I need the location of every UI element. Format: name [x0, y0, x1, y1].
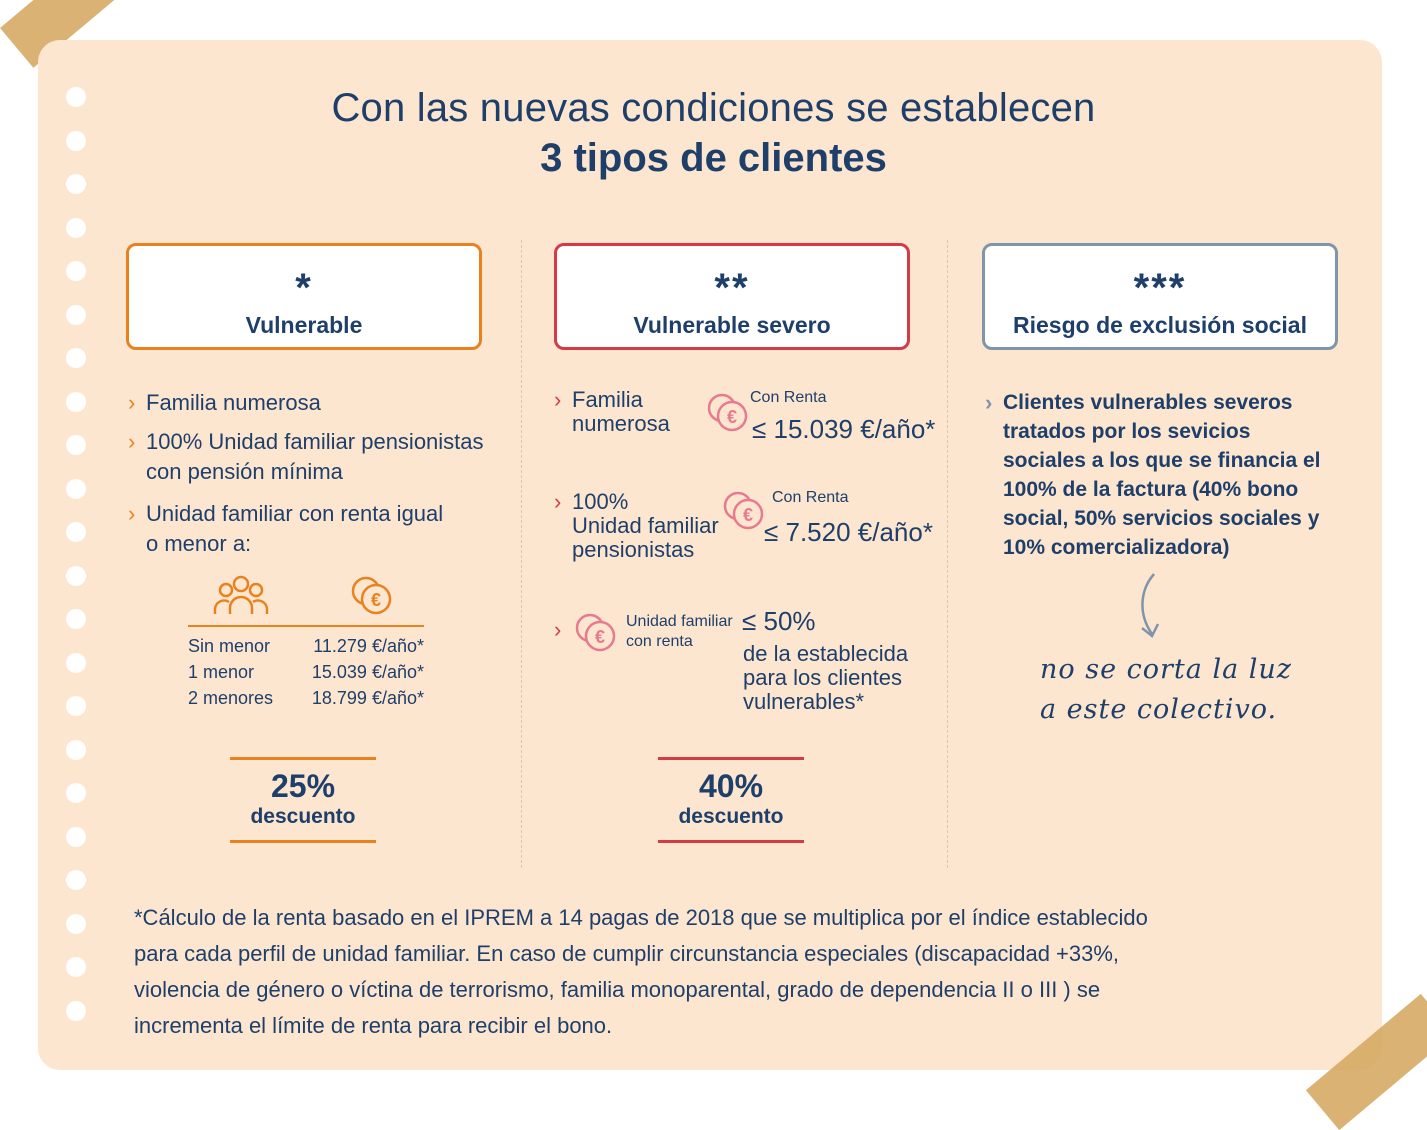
binder-hole: [66, 478, 86, 499]
euro-coins-icon: €: [723, 491, 764, 530]
column-divider: [521, 240, 522, 868]
handwritten-note: no se corta la luz a este colectivo.: [1040, 654, 1293, 725]
card-title: Riesgo de exclusión social: [1013, 312, 1307, 338]
svg-text:€: €: [371, 590, 381, 610]
chevron-right-icon: ›: [554, 387, 562, 412]
euro-coins-icon: €: [575, 613, 616, 652]
list-item: › Familia numerosa: [128, 388, 321, 418]
binder-hole: [66, 130, 86, 151]
list-item: › Unidad familiar con renta igual o meno…: [128, 501, 444, 556]
binder-hole: [66, 652, 86, 673]
euro-coins-icon: €: [351, 576, 392, 615]
chevron-right-icon: ›: [128, 501, 136, 526]
binder-hole: [66, 435, 86, 455]
binder-hole: [66, 739, 86, 760]
chevron-right-icon: ›: [554, 489, 562, 514]
binder-hole: [66, 348, 86, 368]
column-divider: [947, 240, 948, 868]
chevron-right-icon: ›: [128, 390, 136, 415]
binder-hole: [66, 174, 86, 194]
table-divider: [188, 625, 424, 627]
svg-text:€: €: [727, 407, 737, 427]
binder-hole: [66, 565, 86, 586]
list-item: › 100% Unidad familiar pensionistas con …: [128, 429, 484, 484]
notepaper: [38, 40, 1382, 1070]
binder-hole: [66, 261, 86, 281]
chevron-right-icon: ›: [985, 390, 993, 415]
binder-hole: [66, 609, 86, 629]
table-row: 1 menor 15.039 €/año*: [188, 662, 424, 682]
card-vulnerable: * Vulnerable: [126, 243, 482, 350]
card-title: Vulnerable severo: [633, 312, 831, 338]
svg-text:€: €: [595, 627, 605, 647]
arrow-down-icon: [1141, 573, 1160, 638]
binder-hole: [66, 87, 86, 107]
euro-coins-icon: €: [707, 393, 748, 432]
binder-hole: [66, 1000, 86, 1021]
stars: **: [714, 266, 750, 310]
discount-badge: 25% descuento: [230, 757, 376, 843]
footnote: *Cálculo de la renta basado en el IPREM …: [134, 905, 1148, 1038]
income-table: Sin menor 11.279 €/año* 1 menor 15.039 €/a…: [188, 633, 424, 711]
list-item: › Familia numerosa: [554, 387, 670, 436]
card-riesgo-exclusion: *** Riesgo de exclusión social: [982, 243, 1338, 350]
binder-hole: [66, 913, 86, 934]
stars: *: [295, 266, 313, 310]
binder-hole: [66, 957, 86, 977]
discount-badge: 40% descuento: [658, 757, 804, 843]
binder-hole: [66, 826, 86, 847]
binder-hole: [66, 522, 86, 542]
chevron-right-icon: ›: [554, 617, 562, 642]
list-item: › Clientes vulnerables severos tratados …: [985, 390, 1321, 559]
binder-hole: [66, 870, 86, 890]
binder-hole: [66, 304, 86, 325]
chevron-right-icon: ›: [128, 429, 136, 454]
table-row: 2 menores 18.799 €/año*: [188, 688, 424, 708]
table-row: Sin menor 11.279 €/año*: [188, 636, 424, 656]
card-vulnerable-severo: ** Vulnerable severo: [554, 243, 910, 350]
svg-text:€: €: [743, 505, 753, 525]
binder-hole: [66, 391, 86, 412]
people-icon: [213, 575, 269, 614]
binder-hole: [66, 696, 86, 716]
page-title: Con las nuevas condiciones se establecen…: [331, 86, 1096, 180]
card-title: Vulnerable: [245, 312, 363, 338]
list-item: › 100% Unidad familiar pensionistas: [554, 489, 719, 562]
stars: ***: [1133, 266, 1187, 310]
binder-hole: [66, 217, 86, 238]
binder-hole: [66, 783, 86, 803]
